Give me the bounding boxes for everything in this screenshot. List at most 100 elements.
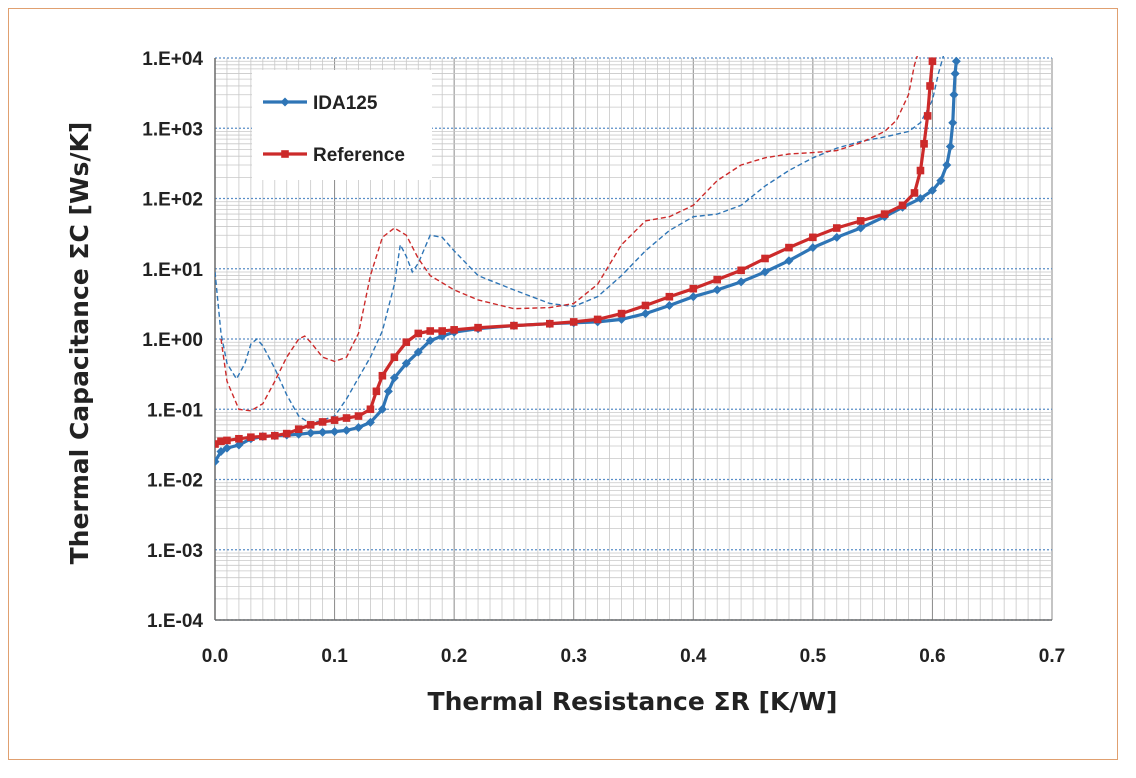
series-reference [215, 57, 937, 448]
data-point [282, 429, 291, 438]
legend-marker [280, 97, 290, 107]
data-point [402, 338, 411, 347]
data-point [927, 185, 937, 195]
data-point [832, 224, 841, 232]
data-point [247, 433, 255, 442]
data-point [235, 434, 243, 443]
data-point [856, 217, 865, 225]
data-point [378, 371, 387, 380]
y-tick-label: 1.E-01 [147, 400, 203, 421]
data-point [294, 425, 303, 434]
x-tick-label: 0.7 [1039, 646, 1065, 667]
data-point [945, 141, 955, 151]
legend-box [252, 70, 432, 180]
chart-frame [8, 8, 1118, 760]
data-point [372, 387, 381, 396]
data-point [270, 431, 279, 440]
data-point [215, 457, 220, 467]
data-point [926, 82, 934, 90]
data-point [920, 140, 928, 148]
data-point [354, 412, 363, 420]
data-point [474, 323, 482, 332]
data-point [664, 300, 674, 310]
data-point [916, 166, 925, 175]
data-point [259, 432, 267, 441]
data-point [330, 416, 339, 424]
data-point [353, 422, 363, 432]
data-point [215, 440, 219, 448]
data-point [216, 447, 226, 457]
data-point [593, 315, 602, 324]
data-point [569, 318, 578, 326]
x-tick-label: 0.3 [561, 646, 587, 667]
data-point [688, 292, 698, 302]
y-tick-label: 1.E+00 [142, 330, 203, 351]
data-point [425, 336, 435, 346]
data-point [936, 176, 946, 186]
dashed-series-line-2 [215, 56, 945, 425]
data-point [450, 326, 458, 334]
data-point [389, 373, 399, 383]
data-point [809, 233, 817, 242]
data-point [665, 292, 674, 301]
data-point [640, 309, 650, 319]
y-tick-label: 1.E-04 [147, 611, 203, 632]
x-tick-label: 0.1 [321, 646, 348, 667]
data-point [950, 69, 960, 79]
data-point [222, 443, 232, 453]
data-point [760, 267, 770, 277]
y-tick-label: 1.E+01 [142, 260, 203, 281]
x-tick-label: 0.2 [441, 646, 467, 667]
data-point [342, 414, 351, 422]
data-point [761, 254, 769, 263]
data-point [641, 301, 650, 310]
data-point [223, 436, 231, 445]
data-point [942, 160, 952, 170]
data-point [928, 57, 937, 66]
data-point [546, 319, 554, 328]
legend-marker [281, 150, 289, 158]
data-point [856, 223, 866, 233]
data-point [712, 285, 722, 295]
data-point [306, 428, 316, 438]
x-axis-title: Thermal Resistance ΣR [K/W] [428, 687, 838, 716]
x-tick-label: 0.0 [202, 646, 228, 667]
x-tick-label: 0.5 [800, 646, 827, 667]
legend-label: IDA125 [313, 93, 378, 114]
data-point [413, 347, 423, 357]
data-point [318, 427, 328, 437]
data-point [365, 417, 375, 427]
data-point [784, 256, 794, 266]
plot-area [215, 56, 961, 467]
data-point [785, 243, 793, 252]
data-point [306, 421, 315, 429]
y-tick-label: 1.E+03 [142, 119, 203, 140]
data-point [366, 405, 375, 414]
data-point [713, 275, 721, 284]
y-axis-title: Thermal Capacitance ΣC [Ws/K] [65, 122, 94, 565]
dashed-series-line-3 [220, 56, 918, 412]
data-point [951, 56, 961, 66]
data-point [401, 358, 411, 368]
data-point [923, 112, 932, 120]
legend-label: Reference [313, 145, 405, 166]
x-tick-label: 0.4 [680, 646, 707, 667]
data-point [617, 309, 626, 318]
y-tick-label: 1.E+04 [142, 49, 203, 70]
data-point [832, 232, 842, 242]
y-tick-label: 1.E+02 [142, 190, 203, 211]
data-point [217, 437, 225, 446]
data-point [390, 353, 399, 362]
data-point [426, 327, 435, 335]
x-tick-label: 0.6 [919, 646, 945, 667]
data-point [234, 440, 244, 450]
data-point [438, 327, 446, 335]
data-point [377, 404, 387, 414]
data-point [414, 329, 423, 338]
data-point [948, 118, 958, 128]
data-point [510, 321, 518, 330]
data-point [736, 277, 746, 287]
data-point [898, 201, 907, 210]
data-point [910, 189, 919, 197]
y-tick-label: 1.E-02 [147, 471, 203, 492]
